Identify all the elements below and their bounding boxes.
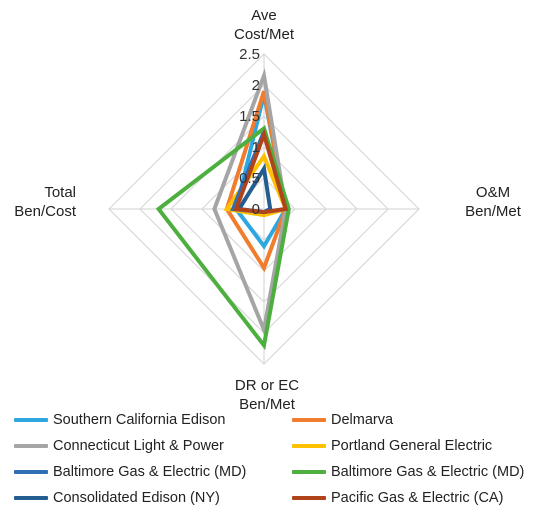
legend-label: Portland General Electric <box>331 438 493 454</box>
axis-label: DR or EC Ben/Met <box>235 377 299 410</box>
legend-swatch <box>14 444 48 448</box>
axis-label: O&M Ben/Met <box>465 184 522 220</box>
legend-swatch <box>292 470 326 474</box>
legend-item: Consolidated Edison (NY) <box>14 488 220 508</box>
legend-swatch <box>14 470 48 474</box>
legend-item: Portland General Electric <box>292 436 492 456</box>
legend-swatch <box>292 418 326 422</box>
tick-label: 1 <box>252 139 260 156</box>
legend-item: Southern California Edison <box>14 410 226 430</box>
legend-label: Pacific Gas & Electric (CA) <box>331 490 504 506</box>
tick-label: 0.5 <box>239 170 260 187</box>
radar-plot: 0 0.5 1 1.5 2 2.5 Ave Cost/Met O&M Ben/Met DR or … <box>14 7 522 413</box>
legend-swatch <box>14 418 48 422</box>
legend-item: Baltimore Gas & Electric (MD) <box>292 462 524 482</box>
series-line <box>233 128 289 215</box>
legend-item: Connecticut Light & Power <box>14 436 224 456</box>
radar-series <box>155 67 291 351</box>
axis-label: Ave Cost/Met <box>234 7 295 43</box>
series-line <box>155 125 291 351</box>
legend-label: Southern California Edison <box>53 412 226 428</box>
legend-swatch <box>292 444 326 448</box>
tick-label: 0 <box>252 201 260 218</box>
legend-item: Baltimore Gas & Electric (MD) <box>14 462 246 482</box>
radial-tick-labels: 0 0.5 1 1.5 2 2.5 <box>239 46 260 218</box>
legend-label: Delmarva <box>331 412 394 428</box>
legend-label: Consolidated Edison (NY) <box>53 490 220 506</box>
legend-swatch <box>292 496 326 500</box>
tick-label: 2 <box>252 77 260 94</box>
legend-swatch <box>14 496 48 500</box>
legend-item: Delmarva <box>292 410 393 430</box>
tick-label: 1.5 <box>239 108 260 125</box>
legend-item: Pacific Gas & Electric (CA) <box>292 488 503 508</box>
legend-label: Connecticut Light & Power <box>53 438 224 454</box>
series-line <box>212 67 288 338</box>
axis-label: Total Ben/Cost <box>14 184 77 220</box>
legend-label: Baltimore Gas & Electric (MD) <box>331 464 525 480</box>
legend-label: Baltimore Gas & Electric (MD) <box>53 464 247 480</box>
axis-labels: Ave Cost/Met O&M Ben/Met DR or EC Ben/Met Tota… <box>14 7 522 413</box>
tick-label: 2.5 <box>239 46 260 63</box>
